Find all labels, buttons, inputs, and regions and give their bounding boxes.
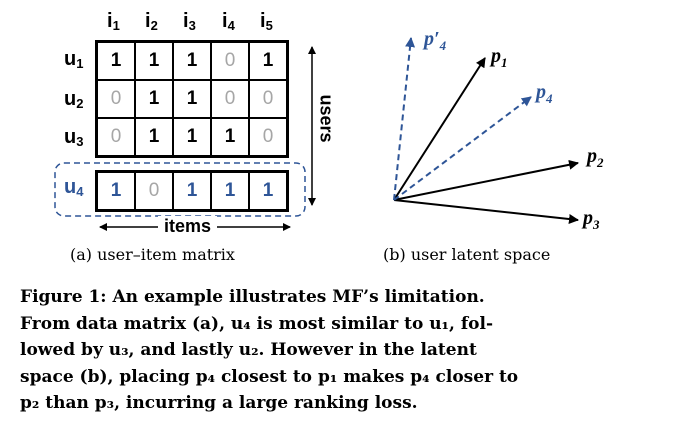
- label-p1: p1: [489, 45, 508, 70]
- caption-line: From data matrix (a), u₄ is most similar…: [20, 313, 494, 334]
- u4-highlight-box: [54, 162, 306, 217]
- matrix-cell: 1: [173, 172, 211, 210]
- label-p4-prime: p′4: [422, 28, 447, 53]
- matrix-cell: 0: [135, 172, 173, 210]
- matrix-row-u2: 0 1 1 0 0: [97, 80, 287, 118]
- row-label-u4: u4: [64, 176, 84, 199]
- caption-a: (a) user–item matrix: [70, 245, 235, 264]
- caption-b: (b) user latent space: [383, 245, 551, 264]
- matrix-cell: 1: [249, 42, 287, 80]
- matrix-cell: 1: [211, 118, 249, 156]
- matrix-cell: 1: [135, 42, 173, 80]
- vector-p3: [393, 199, 579, 224]
- caption-line: lowed by u₃, and lastly u₂. However in t…: [20, 340, 477, 360]
- row-label-u2: u2: [64, 88, 84, 111]
- users-label: users: [316, 94, 337, 143]
- vector-p1: [393, 57, 486, 201]
- label-p2: p2: [585, 145, 604, 170]
- matrix-row-u1: 1 1 1 0 1: [97, 42, 287, 80]
- vector-p2: [393, 159, 579, 201]
- col-header-i5: i5: [260, 10, 273, 33]
- matrix-cell: 1: [135, 118, 173, 156]
- caption-line: p₂ than p₃, incurring a large ranking lo…: [20, 393, 418, 413]
- matrix-cell: 1: [173, 42, 211, 80]
- matrix-cell: 0: [211, 80, 249, 118]
- caption-line: space (b), placing p₄ closest to p₁ make…: [20, 366, 519, 387]
- figure-caption: Figure 1: An example illustrates MF’s li…: [20, 284, 665, 417]
- matrix-cell: 0: [249, 80, 287, 118]
- row-label-u1: u1: [64, 48, 84, 71]
- matrix-cell: 0: [249, 118, 287, 156]
- col-header-i4: i4: [222, 10, 235, 33]
- matrix-cell: 1: [211, 172, 249, 210]
- matrix-cell: 0: [97, 80, 135, 118]
- matrix-row-u4: 1 0 1 1 1: [95, 170, 289, 212]
- matrix-cell: 1: [173, 80, 211, 118]
- label-p3: p3: [581, 207, 600, 232]
- vector-p4: [393, 96, 532, 201]
- vector-p4-prime: [393, 37, 416, 201]
- col-header-i1: i1: [107, 10, 120, 33]
- items-label: items: [158, 216, 218, 237]
- caption-line: Figure 1: An example illustrates MF’s li…: [20, 287, 485, 307]
- col-header-i2: i2: [145, 10, 158, 33]
- user-item-matrix: 1 1 1 0 1 0 1 1 0 0 0 1 1 1 0: [95, 40, 289, 158]
- matrix-cell: 0: [211, 42, 249, 80]
- matrix-cell: 1: [97, 42, 135, 80]
- matrix-row-u3: 0 1 1 1 0: [97, 118, 287, 156]
- row-label-u3: u3: [64, 126, 84, 149]
- figure-graphics: p′4 p1 p4 p2 p3: [54, 28, 604, 232]
- matrix-cell: 1: [97, 172, 135, 210]
- matrix-cell: 1: [173, 118, 211, 156]
- matrix-cell: 1: [249, 172, 287, 210]
- col-header-i3: i3: [183, 10, 196, 33]
- matrix-cell: 0: [97, 118, 135, 156]
- matrix-cell: 1: [135, 80, 173, 118]
- label-p4: p4: [534, 81, 553, 106]
